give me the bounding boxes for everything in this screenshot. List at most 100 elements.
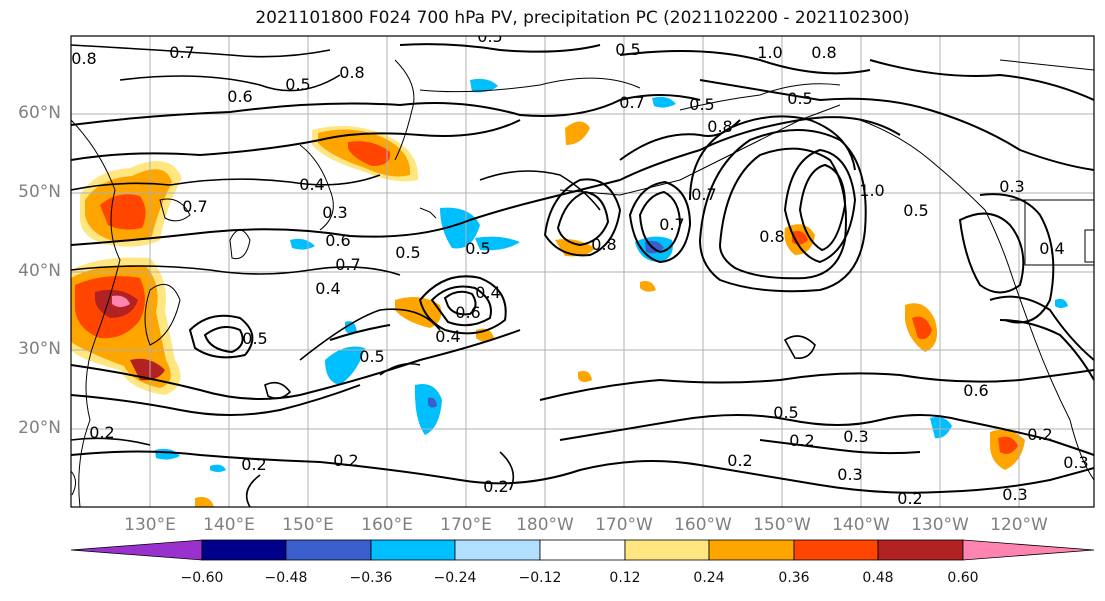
- contour-label: 0.3: [1002, 485, 1027, 504]
- contour-label: 0.2: [897, 489, 922, 508]
- shade-region: [475, 236, 520, 251]
- colorbar-segment: [793, 539, 879, 561]
- chart-title: 2021101800 F024 700 hPa PV, precipitatio…: [255, 8, 910, 28]
- contour-label: 0.6: [325, 231, 350, 250]
- colorbar-tick-label: 0.48: [862, 570, 894, 586]
- contour-label: 0.3: [837, 465, 862, 484]
- colorbar-segment: [454, 539, 541, 561]
- contour-label: 0.8: [339, 63, 364, 82]
- shade-region: [912, 316, 932, 339]
- colorbar-segment: [285, 539, 372, 561]
- colorbar-segment: [70, 539, 203, 561]
- contour-label: 0.5: [689, 95, 714, 114]
- lat-label: 50°N: [18, 182, 61, 202]
- contour-label: 0.4: [315, 279, 340, 298]
- shade-region: [112, 295, 130, 307]
- contour-label: 0.6: [227, 87, 252, 106]
- lon-label: 140°E: [203, 515, 255, 535]
- contour-label: 0.5: [465, 239, 490, 258]
- contour-label: 0.6: [963, 381, 988, 400]
- contour-label: 0.7: [335, 255, 360, 274]
- contour-label: 0.2: [241, 455, 266, 474]
- contour-label: 0.5: [615, 40, 640, 59]
- contour-label: 0.4: [475, 283, 500, 302]
- contour-label: 0.4: [299, 175, 324, 194]
- colorbar: [70, 539, 1095, 561]
- contour-label: 0.8: [707, 117, 732, 136]
- lon-label: 130°W: [911, 515, 969, 535]
- contour-label: 0.2: [1027, 425, 1052, 444]
- contour-label: 0.3: [999, 177, 1024, 196]
- shade-region: [428, 397, 437, 408]
- colorbar-segment: [370, 539, 456, 561]
- contour-label: 0.2: [89, 423, 114, 442]
- contour-label: 0.4: [1039, 239, 1064, 258]
- shade-region: [195, 497, 214, 507]
- lon-label: 180°W: [516, 515, 574, 535]
- contour-label: 0.3: [1063, 453, 1088, 472]
- coastlines: [71, 59, 1094, 507]
- contour-label: 0.8: [759, 227, 784, 246]
- shade-region: [470, 78, 498, 93]
- pv-contours: [71, 43, 1094, 507]
- shade-region: [930, 417, 952, 439]
- contour-label: 0.5: [285, 75, 310, 94]
- lon-label: 170°W: [595, 515, 653, 535]
- lat-label: 40°N: [18, 261, 61, 281]
- lon-label: 130°E: [124, 515, 176, 535]
- contour-label: 0.5: [773, 403, 798, 422]
- lat-label: 60°N: [18, 103, 61, 123]
- shade-region: [998, 436, 1018, 454]
- colorbar-tick-label: −0.24: [433, 570, 477, 586]
- lon-label: 120°W: [990, 515, 1048, 535]
- shade-region: [652, 96, 676, 108]
- contour-label: 0.4: [435, 327, 460, 346]
- contour-label: 0.7: [169, 43, 194, 62]
- contour-label: 0.7: [182, 197, 207, 216]
- contour-label: 0.5: [787, 89, 812, 108]
- colorbar-tick-label: −0.36: [349, 570, 393, 586]
- colorbar-tick-label: 0.24: [693, 570, 725, 586]
- lon-label: 150°W: [753, 515, 811, 535]
- contour-label: 0.2: [483, 477, 508, 496]
- contour-label: 0.7: [659, 215, 684, 234]
- contour-label: 0.5: [359, 347, 384, 366]
- contour-label: 0.5: [395, 243, 420, 262]
- contour-label: 0.5: [903, 201, 928, 220]
- lon-label: 160°E: [361, 515, 413, 535]
- map-frame: [70, 35, 1095, 508]
- lon-label: 140°W: [832, 515, 890, 535]
- colorbar-tick-label: −0.60: [180, 570, 224, 586]
- colorbar-tick-label: 0.36: [778, 570, 810, 586]
- contour-label: 0.8: [811, 43, 836, 62]
- colorbar-tick-label: −0.12: [518, 570, 562, 586]
- contour-label: 0.3: [843, 427, 868, 446]
- contour-label: 0.8: [71, 49, 96, 68]
- shade-region: [414, 384, 442, 435]
- lon-label: 160°W: [674, 515, 732, 535]
- colorbar-segment: [624, 539, 710, 561]
- shade-region: [640, 281, 656, 292]
- shade-region: [210, 464, 226, 472]
- shade-region: [578, 371, 592, 383]
- contour-label: 0.5: [242, 329, 267, 348]
- colorbar-segment: [539, 539, 626, 561]
- colorbar-segment: [962, 539, 1095, 561]
- lon-label: 150°E: [282, 515, 334, 535]
- shade-region: [1055, 298, 1068, 308]
- colorbar-segment: [708, 539, 795, 561]
- lat-label: 20°N: [18, 418, 61, 438]
- contour-label: 0.2: [789, 431, 814, 450]
- contour-label: 0.7: [619, 93, 644, 112]
- shade-region: [348, 141, 391, 166]
- contour-label: 0.7: [691, 185, 716, 204]
- contour-label: 0.8: [591, 235, 616, 254]
- lon-label: 170°E: [440, 515, 492, 535]
- contour-label: 0.5: [477, 27, 502, 46]
- colorbar-segment: [201, 539, 287, 561]
- colorbar-segment: [877, 539, 964, 561]
- colorbar-tick-label: 0.12: [609, 570, 641, 586]
- shade-region: [130, 358, 165, 381]
- contour-label: 0.3: [322, 203, 347, 222]
